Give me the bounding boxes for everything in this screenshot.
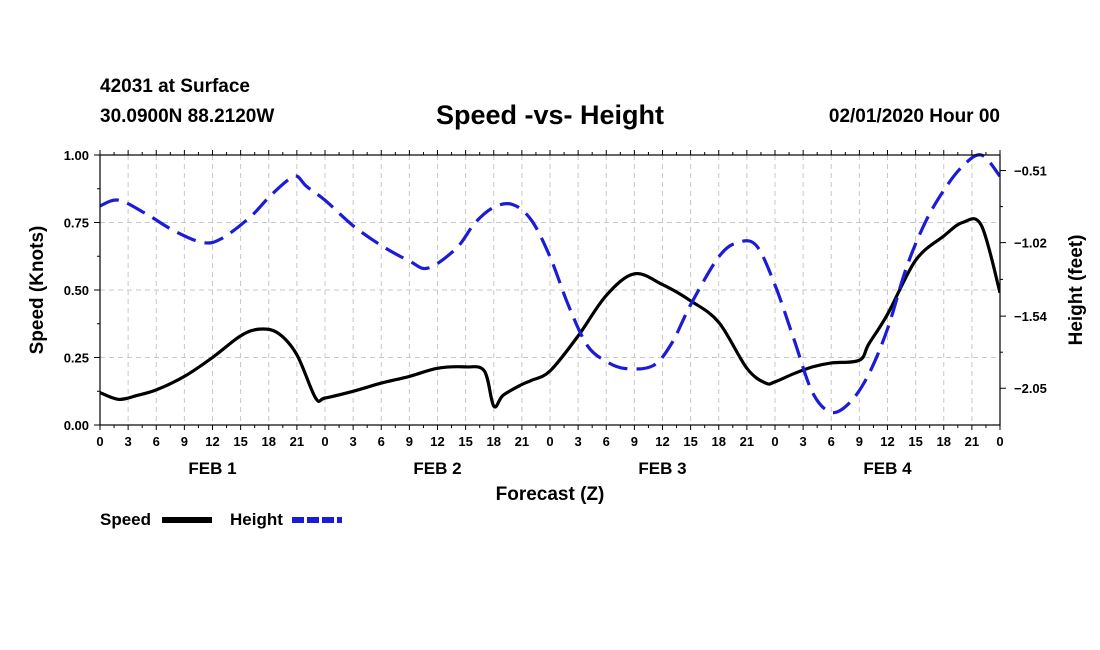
x-tick-label: 0	[96, 434, 103, 449]
axis-layer: 0 3 6 9 12 15 18 21 0 3 6 9 12 15 18 21 0 3 6 9 12 15 18 21 0 3 6 9…	[64, 148, 1048, 478]
x-tick-label: 6	[603, 434, 610, 449]
x-tick-label: 15	[908, 434, 922, 449]
x-tick-label: 9	[856, 434, 863, 449]
day-label: FEB 1	[188, 459, 236, 478]
y2-tick-label: −0.51	[1014, 164, 1047, 179]
x-tick-label: 3	[125, 434, 132, 449]
x-tick-label: 3	[800, 434, 807, 449]
y-tick-label: 0.00	[64, 418, 89, 433]
y-tick-label: 0.75	[64, 216, 89, 231]
x-tick-label: 15	[233, 434, 247, 449]
height-series-line	[100, 153, 1000, 415]
x-tick-label: 18	[487, 434, 501, 449]
x-tick-label: 12	[655, 434, 669, 449]
y-tick-label: 0.50	[64, 283, 89, 298]
x-tick-label: 0	[546, 434, 553, 449]
x-tick-label: 0	[321, 434, 328, 449]
x-tick-label: 0	[996, 434, 1003, 449]
x-tick-label: 6	[828, 434, 835, 449]
y2-tick-label: −2.05	[1014, 381, 1047, 396]
x-tick-label: 18	[712, 434, 726, 449]
y2-tick-label: −1.54	[1014, 309, 1048, 324]
x-tick-label: 0	[771, 434, 778, 449]
x-tick-label: 6	[153, 434, 160, 449]
x-tick-label: 9	[406, 434, 413, 449]
x-tick-label: 6	[378, 434, 385, 449]
coordinates-label: 30.0900N 88.2120W	[100, 106, 275, 127]
x-tick-label: 15	[458, 434, 472, 449]
series-layer	[100, 153, 1000, 415]
x-tick-label: 15	[683, 434, 697, 449]
legend: Speed Height	[100, 510, 342, 529]
x-tick-label: 18	[937, 434, 951, 449]
x-tick-label: 21	[740, 434, 754, 449]
x-tick-label: 12	[205, 434, 219, 449]
legend-label-speed: Speed	[100, 510, 151, 529]
x-tick-label: 18	[262, 434, 276, 449]
chart-title: Speed -vs- Height	[435, 100, 665, 130]
datetime-label: 02/01/2020 Hour 00	[828, 106, 1000, 127]
x-tick-label: 21	[290, 434, 304, 449]
y2-tick-label: −1.02	[1014, 236, 1047, 251]
day-label: FEB 4	[863, 459, 912, 478]
y2-axis-title: Height (feet)	[1066, 235, 1087, 346]
y-tick-label: 0.25	[64, 351, 89, 366]
x-tick-label: 12	[880, 434, 894, 449]
x-tick-label: 9	[181, 434, 188, 449]
legend-label-height: Height	[230, 510, 283, 529]
x-tick-label: 21	[965, 434, 979, 449]
x-tick-label: 3	[575, 434, 582, 449]
speed-series-line	[100, 217, 1000, 409]
y-axis-title: Speed (Knots)	[27, 226, 48, 355]
grid-layer	[100, 155, 1000, 425]
x-tick-label: 12	[430, 434, 444, 449]
x-tick-label: 3	[350, 434, 357, 449]
station-label: 42031 at Surface	[100, 76, 250, 97]
y-tick-label: 1.00	[64, 148, 89, 163]
x-tick-label: 9	[631, 434, 638, 449]
day-label: FEB 2	[413, 459, 461, 478]
x-axis-title: Forecast (Z)	[496, 484, 605, 505]
day-label: FEB 3	[638, 459, 686, 478]
x-tick-label: 21	[515, 434, 529, 449]
